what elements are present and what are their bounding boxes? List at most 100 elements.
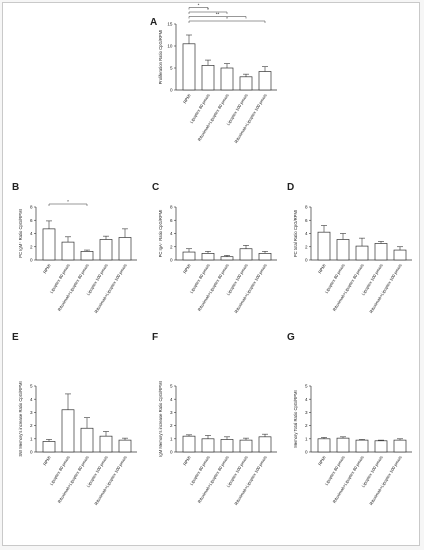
bar <box>258 436 272 453</box>
bar <box>220 256 234 261</box>
bar <box>61 241 75 261</box>
panel-e: E 0 1 2 3 4 5 SW Memory's increase Ratio CpG/RP… <box>12 332 137 506</box>
significance-label: * <box>67 199 69 204</box>
bar <box>118 237 132 261</box>
y-axis-label: Memory Total Ratio CpG/RPMI <box>293 390 298 447</box>
y-tick-label: 2 <box>305 423 308 428</box>
figure-frame <box>2 2 420 546</box>
bar <box>80 427 94 453</box>
y-tick-label: 0 <box>170 258 173 263</box>
significance-bracket <box>188 20 266 23</box>
bar <box>118 439 132 453</box>
x-category-label: Lipoplex 80 pmols <box>49 263 71 294</box>
panel-b: B 0 2 4 6 8 PC IgM⁺ Ratio CpG/RPMI RPMILipoplex… <box>12 182 137 314</box>
panel-f: F 0 1 2 3 4 5 IgM Memory's increase Ratio CpG/R… <box>152 332 277 506</box>
bar <box>239 439 253 453</box>
x-category-label: Rituximab+Lipoplex 100 pmols <box>233 455 268 506</box>
panel-letter: D <box>287 182 294 193</box>
bar <box>374 440 388 453</box>
y-tick-label: 0 <box>170 450 173 455</box>
y-tick-label: 0 <box>305 258 308 263</box>
x-category-label: Rituximab+Lipoplex 100 pmols <box>93 455 128 506</box>
bar <box>258 253 272 261</box>
y-tick-label: 8 <box>30 205 33 210</box>
y-tick-label: 3 <box>170 410 173 415</box>
bar <box>220 67 234 91</box>
y-tick-label: 2 <box>170 244 173 249</box>
x-category-label: Lipoplex 80 pmols <box>189 263 211 294</box>
x-category-label: Lipoplex 80 pmols <box>49 455 71 486</box>
y-tick-label: 2 <box>30 244 33 249</box>
x-category-label: Lipoplex 80 pmols <box>324 263 346 294</box>
y-axis-label: IgM Memory's increase Ratio CpG/RPMI <box>158 381 163 457</box>
significance-label: * <box>207 7 209 12</box>
y-tick-label: 6 <box>170 218 173 223</box>
panel-letter: E <box>12 332 19 343</box>
y-axis-label: SW Memory's increase Ratio CpG/RPMI <box>18 381 23 456</box>
y-axis-label: Proliferation Ratio CpG/RPMI <box>158 30 163 85</box>
bar <box>201 438 215 453</box>
y-tick-label: 10 <box>167 44 173 49</box>
y-tick-label: 4 <box>305 397 308 402</box>
x-category-label: Rituximab+Lipoplex 100 pmols <box>93 263 128 314</box>
bar <box>355 439 369 453</box>
bar <box>201 253 215 261</box>
bar <box>239 248 253 261</box>
x-category-label: RPMI <box>182 263 192 275</box>
bar <box>42 441 56 453</box>
y-tick-label: 4 <box>170 397 173 402</box>
panel-a: A 0 5 10 15 Proliferation Ratio CpG/RPMI RPMIL… <box>150 3 277 144</box>
y-tick-label: 5 <box>305 384 308 389</box>
bar <box>258 71 272 91</box>
significance-bracket <box>188 11 228 14</box>
x-category-label: RPMI <box>182 93 192 105</box>
panel-letter: C <box>152 182 159 193</box>
bar <box>317 231 331 261</box>
y-tick-label: 2 <box>30 423 33 428</box>
y-tick-label: 0 <box>30 258 33 263</box>
panel-letter: F <box>152 332 158 343</box>
x-category-label: Lipoplex 80 pmols <box>189 455 211 486</box>
bar <box>355 245 369 261</box>
panel-g: G 0 1 2 3 4 5 Memory Total Ratio CpG/RPMI RPMILi… <box>287 332 412 506</box>
x-category-label: RPMI <box>42 455 52 467</box>
bar <box>80 251 94 261</box>
y-tick-label: 0 <box>305 450 308 455</box>
x-category-label: RPMI <box>182 455 192 467</box>
y-tick-label: 3 <box>30 410 33 415</box>
y-axis-label: PC total Ratio CpG/RPMI <box>293 210 298 257</box>
x-category-label: Rituximab+Lipoplex 100 pmols <box>233 263 268 314</box>
panel-letter: B <box>12 182 19 193</box>
x-category-label: RPMI <box>317 263 327 275</box>
panel-d: D 0 2 4 6 8 PC total Ratio CpG/RPMI RPMILipople… <box>287 182 412 314</box>
y-tick-label: 4 <box>30 231 33 236</box>
y-tick-label: 1 <box>305 436 308 441</box>
y-tick-label: 6 <box>30 218 33 223</box>
significance-bracket <box>188 16 247 19</box>
y-axis-label: PC IgA⁺ Ratio CpG/RPMI <box>158 210 163 258</box>
panel-letter: G <box>287 332 295 343</box>
bar <box>317 438 331 453</box>
y-tick-label: 5 <box>170 384 173 389</box>
bar <box>182 435 196 453</box>
y-tick-label: 4 <box>170 231 173 236</box>
y-tick-label: 2 <box>305 244 308 249</box>
bar <box>239 76 253 91</box>
x-category-label: Rituximab+Lipoplex 100 pmols <box>368 455 403 506</box>
x-category-label: Lipoplex 80 pmols <box>189 93 211 124</box>
bar <box>374 243 388 261</box>
y-tick-label: 6 <box>305 218 308 223</box>
y-axis-label: PC IgM⁺ Ratio CpG/RPMI <box>18 209 23 258</box>
bar <box>99 239 113 261</box>
bar <box>42 228 56 261</box>
bar <box>220 439 234 453</box>
y-tick-label: 4 <box>305 231 308 236</box>
panel-c: C 0 2 4 6 8 PC IgA⁺ Ratio CpG/RPMI RPMILipoplex… <box>152 182 277 314</box>
x-category-label: Rituximab+Lipoplex 100 pmols <box>233 93 268 144</box>
significance-label: * <box>198 3 200 8</box>
bar <box>201 65 215 91</box>
bar <box>182 43 196 91</box>
y-tick-label: 4 <box>30 397 33 402</box>
y-tick-label: 3 <box>305 410 308 415</box>
y-tick-label: 1 <box>170 436 173 441</box>
